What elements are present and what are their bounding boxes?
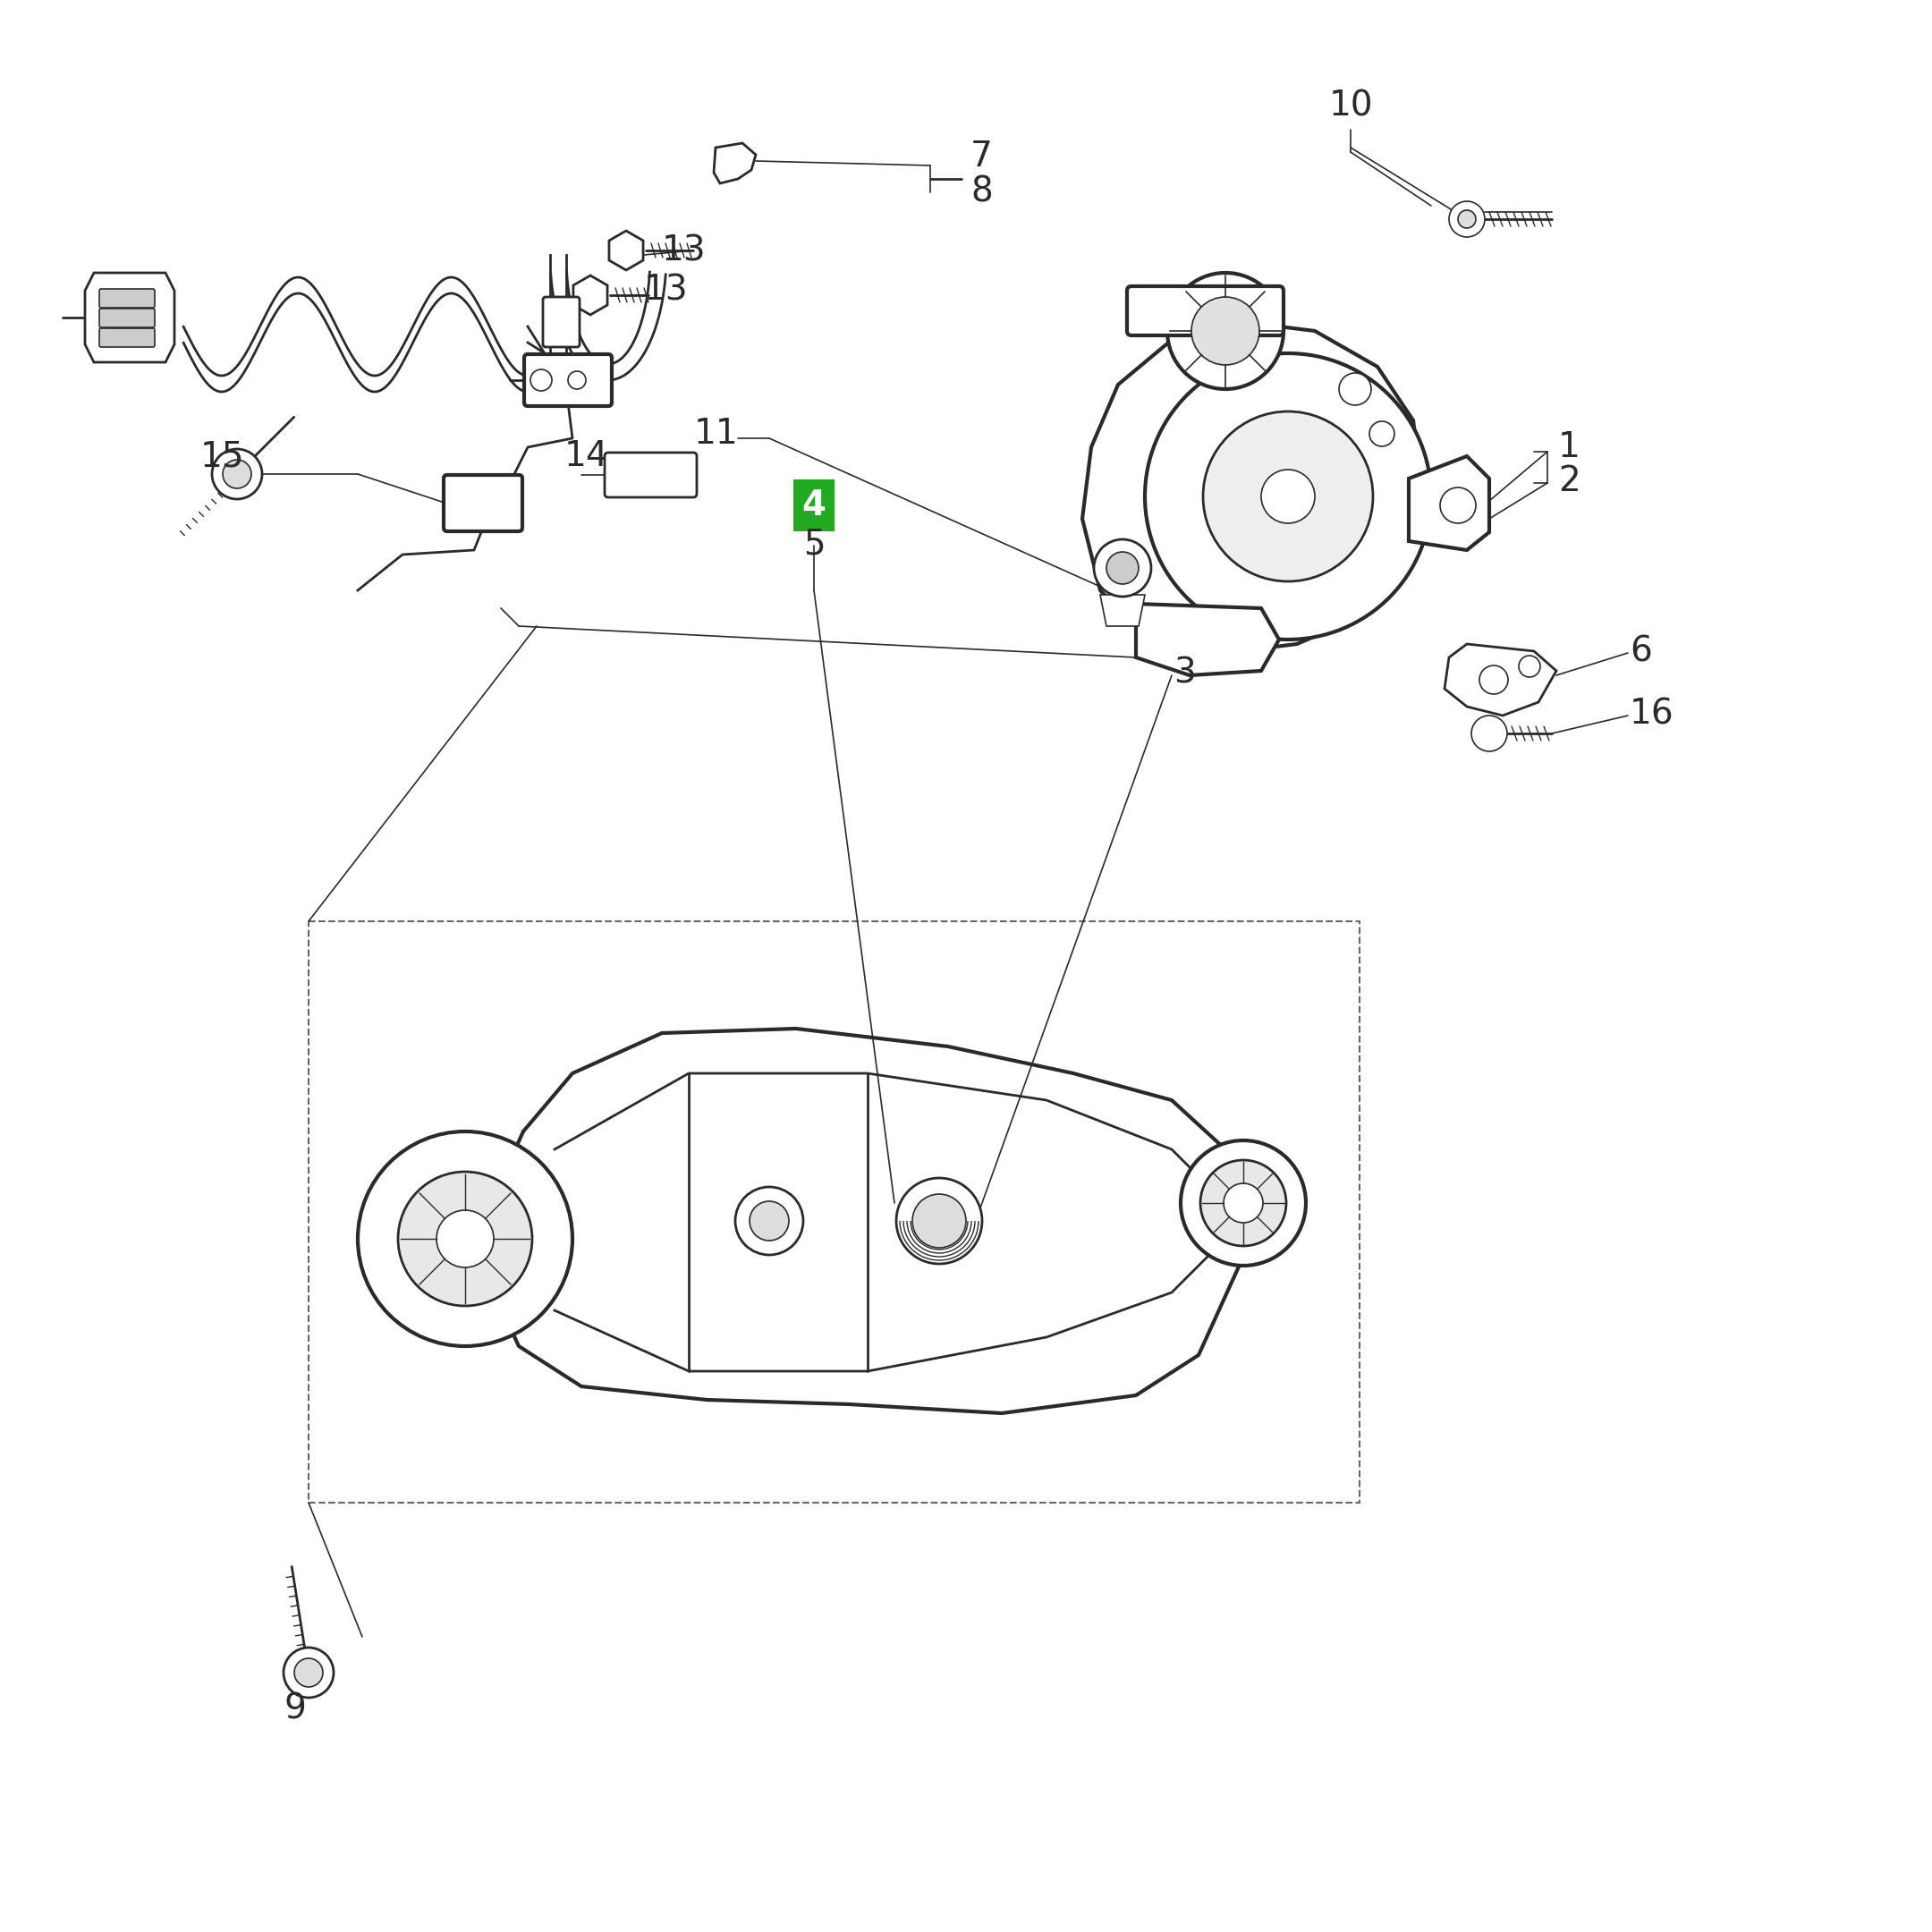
Text: 15: 15 — [199, 439, 243, 473]
FancyBboxPatch shape — [99, 290, 155, 307]
FancyBboxPatch shape — [444, 475, 522, 531]
Circle shape — [750, 1202, 788, 1240]
Circle shape — [1262, 469, 1316, 524]
Polygon shape — [713, 143, 755, 184]
Text: 11: 11 — [694, 417, 738, 450]
Text: 3: 3 — [1173, 655, 1196, 690]
Circle shape — [1449, 201, 1486, 238]
Text: 5: 5 — [804, 527, 825, 560]
Text: 4: 4 — [802, 489, 827, 522]
FancyBboxPatch shape — [99, 309, 155, 327]
Circle shape — [1192, 298, 1260, 365]
Circle shape — [1459, 211, 1476, 228]
Text: 13: 13 — [663, 234, 707, 267]
Circle shape — [1167, 272, 1283, 388]
Circle shape — [1339, 373, 1372, 406]
Polygon shape — [609, 230, 643, 270]
Circle shape — [531, 369, 553, 390]
Polygon shape — [1099, 595, 1146, 626]
Circle shape — [1370, 421, 1395, 446]
Circle shape — [1094, 539, 1151, 597]
Circle shape — [568, 371, 585, 388]
Circle shape — [1180, 1140, 1306, 1265]
Circle shape — [1223, 1182, 1264, 1223]
Circle shape — [222, 460, 251, 489]
Circle shape — [357, 1132, 572, 1347]
Polygon shape — [85, 272, 174, 363]
Circle shape — [1472, 715, 1507, 752]
Circle shape — [1146, 354, 1432, 639]
FancyBboxPatch shape — [543, 298, 580, 348]
Polygon shape — [1082, 323, 1422, 653]
Circle shape — [213, 448, 263, 498]
Circle shape — [437, 1209, 495, 1267]
Circle shape — [398, 1171, 531, 1306]
FancyBboxPatch shape — [309, 922, 1360, 1503]
Text: 16: 16 — [1631, 697, 1675, 730]
Polygon shape — [574, 276, 607, 315]
Circle shape — [912, 1194, 966, 1248]
Circle shape — [1519, 655, 1540, 676]
Text: 1: 1 — [1557, 431, 1580, 464]
Polygon shape — [1136, 603, 1279, 676]
Circle shape — [896, 1179, 981, 1264]
FancyBboxPatch shape — [1126, 286, 1283, 336]
Circle shape — [547, 323, 562, 336]
Circle shape — [284, 1648, 334, 1698]
Text: 7: 7 — [970, 139, 993, 174]
Circle shape — [736, 1186, 804, 1256]
Text: 13: 13 — [643, 274, 688, 307]
FancyBboxPatch shape — [605, 452, 697, 497]
Circle shape — [1200, 1159, 1287, 1246]
FancyBboxPatch shape — [524, 354, 612, 406]
Text: 6: 6 — [1631, 634, 1652, 668]
Text: 9: 9 — [284, 1692, 307, 1727]
Text: 2: 2 — [1557, 464, 1580, 498]
Text: 8: 8 — [970, 176, 993, 209]
Circle shape — [547, 307, 562, 323]
Polygon shape — [1408, 456, 1490, 551]
Text: 10: 10 — [1329, 89, 1374, 124]
FancyBboxPatch shape — [99, 328, 155, 348]
Text: 14: 14 — [564, 439, 609, 473]
Circle shape — [1439, 487, 1476, 524]
Circle shape — [1480, 665, 1509, 694]
Polygon shape — [1445, 643, 1557, 715]
Circle shape — [1204, 412, 1374, 582]
Circle shape — [1107, 553, 1138, 583]
Circle shape — [294, 1658, 323, 1687]
